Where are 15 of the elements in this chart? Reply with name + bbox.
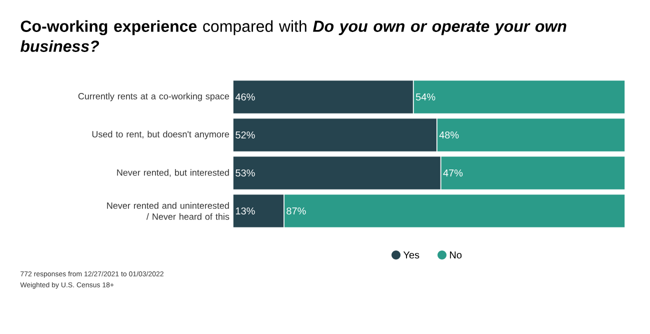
chart-title: Co-working experience compared with Do you own or operate your own business?	[20, 20, 566, 52]
data-label: 53%	[236, 169, 255, 177]
data-label: 46%	[235, 93, 255, 101]
y-tick-label: Never rented, but interested	[117, 169, 229, 177]
data-label: 54%	[416, 93, 436, 101]
y-tick-label: Never rented and uninterested / Never heard of this	[107, 202, 230, 220]
data-label: 52%	[236, 131, 255, 139]
data-label: 47%	[443, 169, 463, 176]
data-label: 48%	[439, 131, 459, 139]
y-tick-label: Currently rents at a co-working space	[78, 92, 230, 102]
text: No	[450, 251, 462, 258]
y-tick-label: Used to rent, but doesn't anymore	[92, 130, 230, 140]
data-label: 13%	[236, 207, 255, 215]
legend-label: Yes	[403, 251, 420, 258]
data-label: 87%	[286, 207, 306, 215]
